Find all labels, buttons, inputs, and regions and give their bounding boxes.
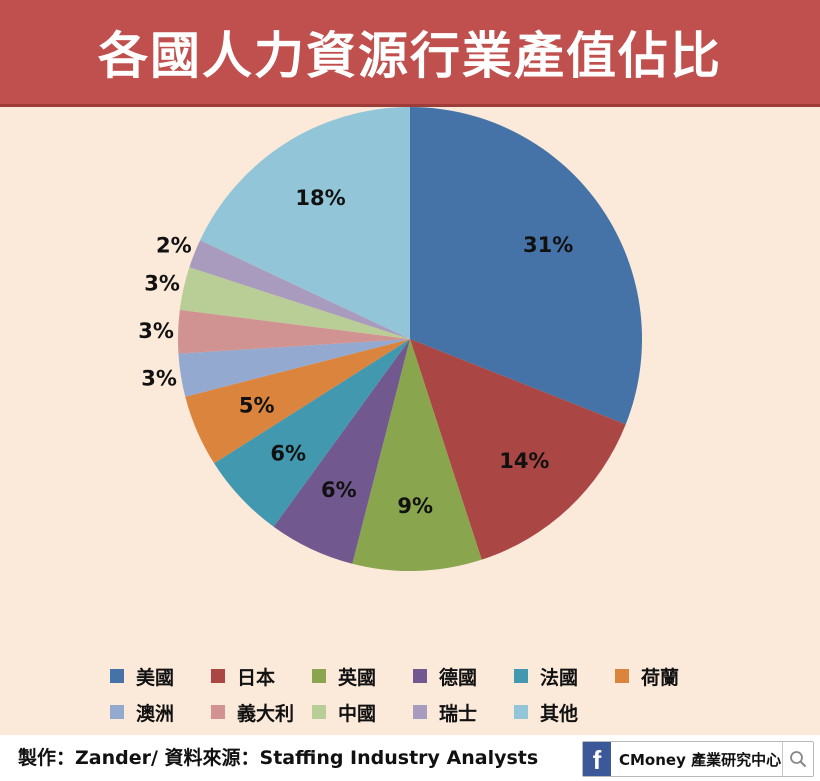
legend-item: 義大利: [211, 699, 312, 726]
data-label: 3%: [141, 367, 177, 391]
legend-item: 其他: [514, 699, 615, 726]
legend-row-2: 澳洲 義大利 中國 瑞士 其他: [110, 694, 750, 730]
pie-slice: [410, 107, 642, 425]
legend-swatch: [110, 669, 124, 683]
legend-label: 美國: [136, 666, 175, 689]
legend-swatch: [211, 705, 225, 719]
data-label: 5%: [239, 393, 275, 417]
data-label: 6%: [321, 478, 357, 502]
credit-text: 製作：Zander/ 資料來源：Staffing Industry Analys…: [18, 747, 539, 769]
legend-item: 荷蘭: [615, 663, 716, 690]
pie-slice: [214, 339, 410, 527]
legend: 美國 日本 英國 德國 法國 荷蘭 澳洲 義大利: [110, 658, 750, 730]
pie-slice: [352, 339, 482, 571]
legend-swatch: [312, 705, 326, 719]
pie-slice: [200, 107, 410, 339]
pie-slice: [273, 339, 410, 564]
legend-label: 義大利: [237, 702, 295, 725]
pie-slice: [410, 339, 626, 560]
legend-item: 日本: [211, 663, 312, 690]
legend-item: 法國: [514, 663, 615, 690]
pie-slice: [178, 339, 410, 397]
data-label: 18%: [295, 186, 345, 210]
data-label: 31%: [523, 233, 573, 257]
data-label: 14%: [499, 449, 549, 473]
pie-slice: [185, 339, 410, 464]
legend-row-1: 美國 日本 英國 德國 法國 荷蘭: [110, 658, 750, 694]
legend-item: 中國: [312, 699, 413, 726]
title-underline: [0, 104, 820, 107]
legend-label: 法國: [540, 666, 579, 689]
legend-label: 其他: [540, 702, 579, 725]
legend-label: 荷蘭: [641, 666, 680, 689]
legend-swatch: [514, 669, 528, 683]
legend-swatch: [514, 705, 528, 719]
data-label: 3%: [144, 272, 180, 296]
facebook-icon[interactable]: f: [583, 742, 611, 776]
legend-swatch: [110, 705, 124, 719]
legend-item: 美國: [110, 663, 211, 690]
legend-item: 英國: [312, 663, 413, 690]
legend-label: 瑞士: [439, 702, 478, 725]
pie-slice: [179, 267, 410, 339]
search-icon[interactable]: [782, 742, 813, 776]
legend-item: 澳洲: [110, 699, 211, 726]
legend-label: 澳洲: [136, 702, 175, 725]
pie-slice: [189, 240, 410, 339]
title-bar: 各國人力資源行業產值佔比: [0, 0, 820, 104]
pie-chart: 31% 14% 9% 6% 6% 5% 3% 3% 3% 2% 18%: [138, 107, 642, 571]
legend-swatch: [312, 669, 326, 683]
chart-title: 各國人力資源行業產值佔比: [98, 27, 722, 85]
legend-swatch: [615, 669, 629, 683]
pie-slice: [178, 309, 410, 354]
legend-label: 日本: [237, 666, 276, 689]
brand-name: CMoney 產業研究中心: [619, 750, 782, 769]
legend-swatch: [211, 669, 225, 683]
data-label: 3%: [138, 319, 174, 343]
data-label: 9%: [397, 494, 433, 518]
data-label: 6%: [270, 441, 306, 465]
legend-item: 德國: [413, 663, 514, 690]
legend-label: 中國: [338, 702, 377, 725]
footer: 製作：Zander/ 資料來源：Staffing Industry Analys…: [0, 735, 820, 781]
legend-label: 英國: [338, 666, 377, 689]
data-label: 2%: [156, 233, 192, 257]
brand-search-box[interactable]: f CMoney 產業研究中心: [582, 741, 814, 777]
legend-item: 瑞士: [413, 699, 514, 726]
legend-swatch: [413, 669, 427, 683]
legend-label: 德國: [439, 666, 478, 689]
legend-swatch: [413, 705, 427, 719]
